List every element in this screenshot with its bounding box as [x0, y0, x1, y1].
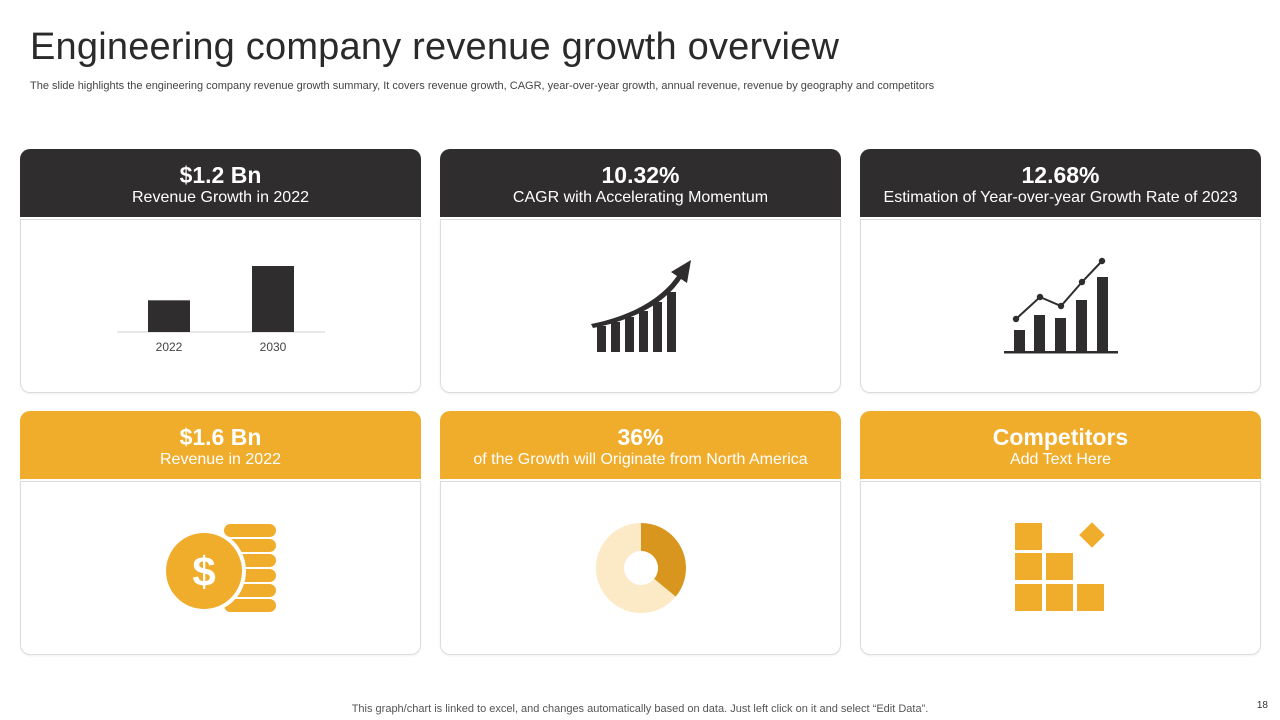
growth-share-donut[interactable]	[441, 482, 842, 656]
dollar-coins-icon: $	[162, 524, 276, 613]
card-label: Revenue Growth in 2022	[132, 189, 309, 206]
blocks-diamond-icon	[1015, 522, 1105, 611]
revenue-bar-chart[interactable]: 2022 2030	[21, 220, 422, 394]
card-value: $1.6 Bn	[179, 424, 262, 450]
donut-slice-north-america[interactable]	[641, 523, 686, 597]
card-value: Competitors	[992, 424, 1129, 450]
card-header: Competitors Add Text Here	[860, 411, 1261, 479]
competitors-card: Competitors Add Text Here	[860, 411, 1261, 655]
card-label: CAGR with Accelerating Momentum	[512, 189, 769, 206]
card-label: Revenue in 2022	[160, 451, 281, 468]
yoy-growth-card: 12.68% Estimation of Year-over-year Grow…	[860, 149, 1261, 393]
card-body: 2022 2030	[20, 219, 421, 393]
svg-text:$: $	[192, 548, 215, 595]
card-label: of the Growth will Originate from North …	[473, 451, 808, 468]
card-header: 36% of the Growth will Originate from No…	[440, 411, 841, 479]
cagr-card: 10.32% CAGR with Accelerating Momentum	[440, 149, 841, 393]
north-america-card: 36% of the Growth will Originate from No…	[440, 411, 841, 655]
card-body	[860, 219, 1261, 393]
card-value: 10.32%	[601, 162, 680, 188]
growth-arrow-bars-icon	[591, 260, 691, 352]
card-value: $1.2 Bn	[179, 162, 262, 188]
card-header: 12.68% Estimation of Year-over-year Grow…	[860, 149, 1261, 217]
card-body	[860, 481, 1261, 655]
bar-2030[interactable]	[252, 266, 294, 332]
card-value: 36%	[617, 424, 664, 450]
page-title: Engineering company revenue growth overv…	[30, 26, 840, 68]
card-body	[440, 219, 841, 393]
page-number: 18	[1256, 700, 1268, 711]
bar-2022[interactable]	[148, 300, 190, 332]
x-tick-label: 2022	[156, 340, 183, 354]
revenue-growth-card: $1.2 Bn Revenue Growth in 2022 2022 2030	[20, 149, 421, 393]
x-tick-label: 2030	[260, 340, 287, 354]
card-label: Add Text Here	[1009, 451, 1112, 468]
card-body: $	[20, 481, 421, 655]
card-header: $1.6 Bn Revenue in 2022	[20, 411, 421, 479]
card-header: $1.2 Bn Revenue Growth in 2022	[20, 149, 421, 217]
line-over-bars-chart-icon	[1004, 257, 1118, 354]
footer-note: This graph/chart is linked to excel, and…	[351, 703, 929, 715]
card-header: 10.32% CAGR with Accelerating Momentum	[440, 149, 841, 217]
donut-slice-rest[interactable]	[596, 523, 676, 613]
card-label: Estimation of Year-over-year Growth Rate…	[883, 189, 1238, 206]
card-body	[440, 481, 841, 655]
revenue-card: $1.6 Bn Revenue in 2022 $	[20, 411, 421, 655]
page-subtitle: The slide highlights the engineering com…	[30, 80, 935, 92]
card-value: 12.68%	[1021, 162, 1100, 188]
